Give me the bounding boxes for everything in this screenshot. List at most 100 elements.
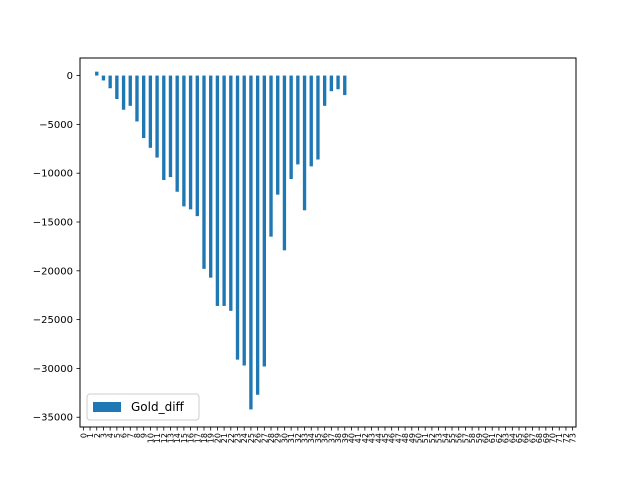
x-tick-label: 49 (408, 433, 417, 443)
x-tick-label: 30 (280, 433, 289, 443)
x-tick-label: 55 (448, 433, 457, 443)
bar (142, 75, 146, 139)
bar (249, 75, 253, 410)
x-tick-label: 21 (220, 433, 229, 443)
bar (182, 75, 186, 207)
x-tick-label: 50 (414, 433, 423, 443)
x-tick-label: 33 (301, 433, 310, 443)
bar (155, 75, 159, 158)
x-tick-label: 69 (542, 433, 551, 443)
x-tick-label: 9 (140, 433, 149, 438)
x-tick-label: 17 (193, 433, 202, 443)
legend-swatch (93, 402, 121, 412)
x-tick-label: 64 (508, 433, 517, 443)
x-tick-label: 4 (106, 433, 115, 438)
y-tick-label: −5000 (39, 120, 73, 131)
x-axis: 0123456789101112131415161718192021222324… (79, 427, 578, 443)
bar (322, 75, 327, 106)
bar (309, 75, 313, 167)
bar-series-gold-diff (95, 71, 347, 410)
x-tick-label: 41 (354, 433, 363, 443)
bar (195, 75, 199, 217)
x-tick-label: 63 (502, 433, 511, 443)
x-tick-label: 20 (213, 433, 222, 443)
bar (222, 75, 226, 306)
x-tick-label: 14 (173, 433, 182, 443)
x-tick-label: 52 (428, 433, 437, 443)
bar (296, 75, 300, 165)
x-tick-label: 11 (153, 433, 162, 443)
x-tick-label: 18 (200, 433, 209, 443)
x-tick-label: 12 (160, 433, 169, 443)
y-tick-label: −20000 (33, 266, 73, 277)
x-tick-label: 25 (247, 433, 256, 443)
x-tick-label: 32 (294, 433, 303, 443)
x-tick-label: 71 (555, 433, 564, 443)
x-tick-label: 44 (374, 433, 383, 443)
x-tick-label: 28 (267, 433, 276, 443)
bar (209, 75, 213, 278)
x-tick-label: 7 (126, 433, 135, 438)
x-tick-label: 70 (549, 433, 558, 443)
x-tick-label: 59 (475, 433, 484, 443)
bar (276, 75, 280, 195)
x-tick-label: 39 (341, 433, 350, 443)
x-tick-label: 48 (401, 433, 410, 443)
bar (255, 75, 260, 395)
x-tick-label: 58 (468, 433, 477, 443)
x-tick-label: 26 (254, 433, 263, 443)
x-tick-label: 5 (113, 433, 122, 438)
x-tick-label: 23 (234, 433, 243, 443)
bar (229, 75, 233, 311)
bar (202, 75, 206, 269)
x-tick-label: 73 (569, 433, 578, 443)
x-tick-label: 68 (535, 433, 544, 443)
x-tick-label: 16 (187, 433, 196, 443)
bar (262, 75, 266, 367)
bar (115, 75, 119, 99)
bar (108, 75, 112, 89)
x-tick-label: 8 (133, 433, 142, 438)
x-tick-label: 29 (274, 433, 283, 443)
y-tick-label: −10000 (33, 169, 73, 180)
bar (329, 75, 334, 92)
x-tick-label: 31 (287, 433, 296, 443)
bar (175, 75, 179, 192)
legend: Gold_diff (86, 393, 200, 421)
x-tick-label: 34 (307, 433, 316, 443)
x-tick-label: 66 (522, 433, 531, 443)
bar (336, 75, 340, 90)
x-tick-label: 51 (421, 433, 430, 443)
x-tick-label: 57 (461, 433, 470, 443)
y-tick-label: −25000 (33, 315, 73, 326)
legend-box (86, 393, 200, 421)
x-tick-label: 22 (227, 433, 236, 443)
x-tick-label: 53 (435, 433, 444, 443)
x-tick-label: 0 (79, 433, 88, 438)
x-tick-label: 43 (368, 433, 377, 443)
x-tick-label: 47 (394, 433, 403, 443)
bar (316, 75, 320, 160)
x-tick-label: 46 (388, 433, 397, 443)
x-tick-label: 65 (515, 433, 524, 443)
y-tick-label: −35000 (33, 413, 73, 424)
bar (289, 75, 293, 180)
x-tick-label: 61 (488, 433, 497, 443)
x-tick-label: 42 (361, 433, 370, 443)
x-tick-label: 15 (180, 433, 189, 443)
bar (302, 75, 307, 211)
bar (95, 71, 99, 76)
x-tick-label: 27 (260, 433, 269, 443)
x-tick-label: 60 (482, 433, 491, 443)
x-tick-label: 3 (99, 433, 108, 438)
x-tick-label: 1 (86, 433, 95, 438)
x-tick-label: 35 (314, 433, 323, 443)
x-tick-label: 37 (327, 433, 336, 443)
bar (242, 75, 246, 366)
y-tick-label: 0 (67, 71, 73, 82)
x-tick-label: 24 (240, 433, 249, 443)
bar (168, 75, 173, 178)
plot-frame (79, 57, 577, 428)
x-tick-label: 62 (495, 433, 504, 443)
